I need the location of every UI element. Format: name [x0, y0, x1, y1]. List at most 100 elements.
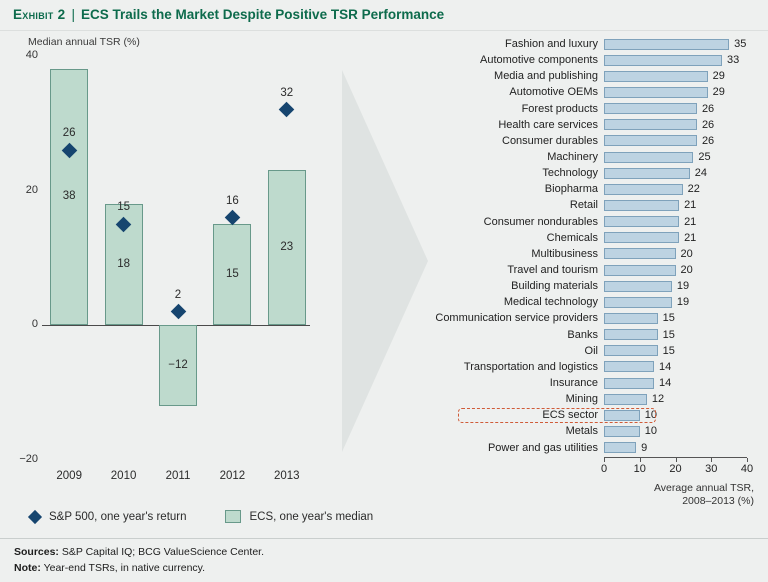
x-tick-label: 30 [705, 462, 718, 475]
ecs-bar-value: 15 [225, 267, 239, 280]
diamond-icon [27, 509, 43, 524]
x-year-label: 2013 [273, 470, 300, 482]
sector-bar [604, 329, 658, 341]
sector-label: Insurance [549, 377, 598, 390]
x-axis: 0 10 20 30 40 [601, 456, 753, 479]
sector-bar [604, 216, 680, 228]
sector-row: Consumer durables 26 [408, 133, 764, 149]
sector-bar [604, 393, 647, 405]
sector-bar [604, 296, 672, 308]
sector-label: Metals [565, 425, 598, 438]
sector-bar [604, 425, 640, 437]
sector-bar [604, 377, 655, 389]
sp500-diamond-2013 [279, 102, 295, 118]
y-tick-label: 0 [31, 318, 38, 331]
sector-row: Communication service providers 15 [408, 310, 764, 326]
x-tick [604, 457, 605, 462]
sector-value: 14 [659, 360, 672, 373]
note-line: Note: Year-end TSRs, in native currency. [14, 561, 754, 577]
title-separator: | [71, 7, 75, 22]
sector-row: Building materials 19 [408, 278, 764, 294]
sector-label: Power and gas utilities [487, 441, 598, 454]
footer: Sources: S&P Capital IQ; BCG ValueScienc… [0, 538, 768, 577]
sector-value: 15 [662, 312, 675, 325]
sector-row: Machinery 25 [408, 149, 764, 165]
sector-value: 15 [662, 344, 675, 357]
sector-row: Technology 24 [408, 165, 764, 181]
x-tick [675, 457, 677, 462]
exhibit-header: Exhibit 2 | ECS Trails the Market Despite … [13, 7, 755, 22]
x-tick-label: 40 [740, 462, 754, 475]
sector-bar [604, 361, 655, 373]
median-tsr-chart: Median annual TSR (%) 40 20 0 −20 38 26 2009 18… [19, 36, 338, 482]
ecs-bar-value: 38 [62, 190, 76, 203]
sector-bar [604, 54, 722, 66]
note-text: Year-end TSRs, in native currency. [43, 561, 206, 574]
sources-text: S&P Capital IQ; BCG ValueScience Center. [61, 546, 264, 558]
sector-label: Consumer durables [502, 134, 598, 147]
sector-bar [604, 280, 672, 292]
sector-bar [604, 232, 680, 244]
sector-label: Mining [565, 393, 598, 406]
sector-row: Metals 10 [408, 423, 764, 439]
sector-bar [604, 70, 708, 82]
sp500-value: 15 [117, 201, 130, 214]
ecs-bar-2011 [159, 325, 197, 407]
sector-row: Media and publishing 29 [408, 68, 764, 84]
ecs-bar-value: 23 [280, 240, 294, 253]
sector-value: 14 [659, 377, 672, 390]
sector-bar [604, 248, 676, 260]
sector-value: 10 [644, 409, 657, 422]
sector-label: Machinery [547, 151, 598, 164]
sector-label: Multibusiness [531, 247, 598, 260]
sector-bar [604, 183, 683, 195]
sector-value: 20 [680, 247, 693, 260]
x-year-label: 2010 [110, 470, 137, 482]
sector-bar [604, 135, 697, 147]
sector-label: Consumer nondurables [483, 215, 598, 228]
y-tick-label: 40 [25, 49, 38, 61]
sector-bar [604, 103, 697, 115]
sources-line: Sources: S&P Capital IQ; BCG ValueScienc… [14, 545, 754, 561]
sector-label: Biopharma [544, 183, 598, 196]
sector-value: 10 [644, 425, 657, 438]
sector-row: Medical technology 19 [408, 294, 764, 310]
legend-label-ecs: ECS, one year's median [249, 510, 374, 523]
sector-label: ECS sector [542, 409, 598, 422]
sector-tsr-chart: Fashion and luxury 35 Automotive component… [408, 36, 764, 509]
sp500-value: 32 [280, 86, 294, 99]
x-tick [747, 457, 748, 462]
sector-label: Media and publishing [494, 70, 598, 83]
sector-label: Retail [569, 199, 598, 212]
bar-swatch-icon [224, 510, 241, 523]
sector-label: Automotive components [479, 54, 598, 67]
sector-label: Medical technology [503, 296, 598, 309]
sector-row: Mining 12 [408, 391, 764, 407]
x-year-label: 2011 [165, 470, 191, 482]
sector-bar [604, 151, 694, 163]
sector-label: Forest products [521, 102, 598, 115]
sector-value: 29 [712, 70, 725, 83]
sector-row: Transportation and logistics 14 [408, 359, 764, 375]
sp500-value: 26 [62, 127, 76, 140]
sector-value: 26 [701, 134, 715, 147]
sector-label: Banks [567, 328, 598, 341]
legend: S&P 500, one year's return ECS, one year… [27, 509, 374, 524]
note-label: Note: [14, 561, 41, 574]
x-tick [639, 457, 641, 462]
sector-value: 21 [684, 215, 697, 228]
sector-bar [604, 119, 697, 131]
exhibit-title: ECS Trails the Market Despite Positive T… [80, 7, 445, 22]
sector-value: 26 [701, 118, 715, 131]
ecs-bar-2009 [50, 69, 89, 326]
sector-row: Banks 15 [408, 327, 764, 343]
sector-value: 22 [687, 183, 700, 196]
sector-value: 35 [734, 38, 747, 51]
sp500-diamond-2012 [224, 209, 241, 226]
x-axis-title-line1: Average annual TSR, [653, 481, 754, 494]
sector-row: Multibusiness 20 [408, 246, 764, 262]
sector-value: 12 [651, 393, 665, 406]
sector-label: Chemicals [546, 231, 598, 244]
sp500-value: 16 [225, 194, 239, 207]
